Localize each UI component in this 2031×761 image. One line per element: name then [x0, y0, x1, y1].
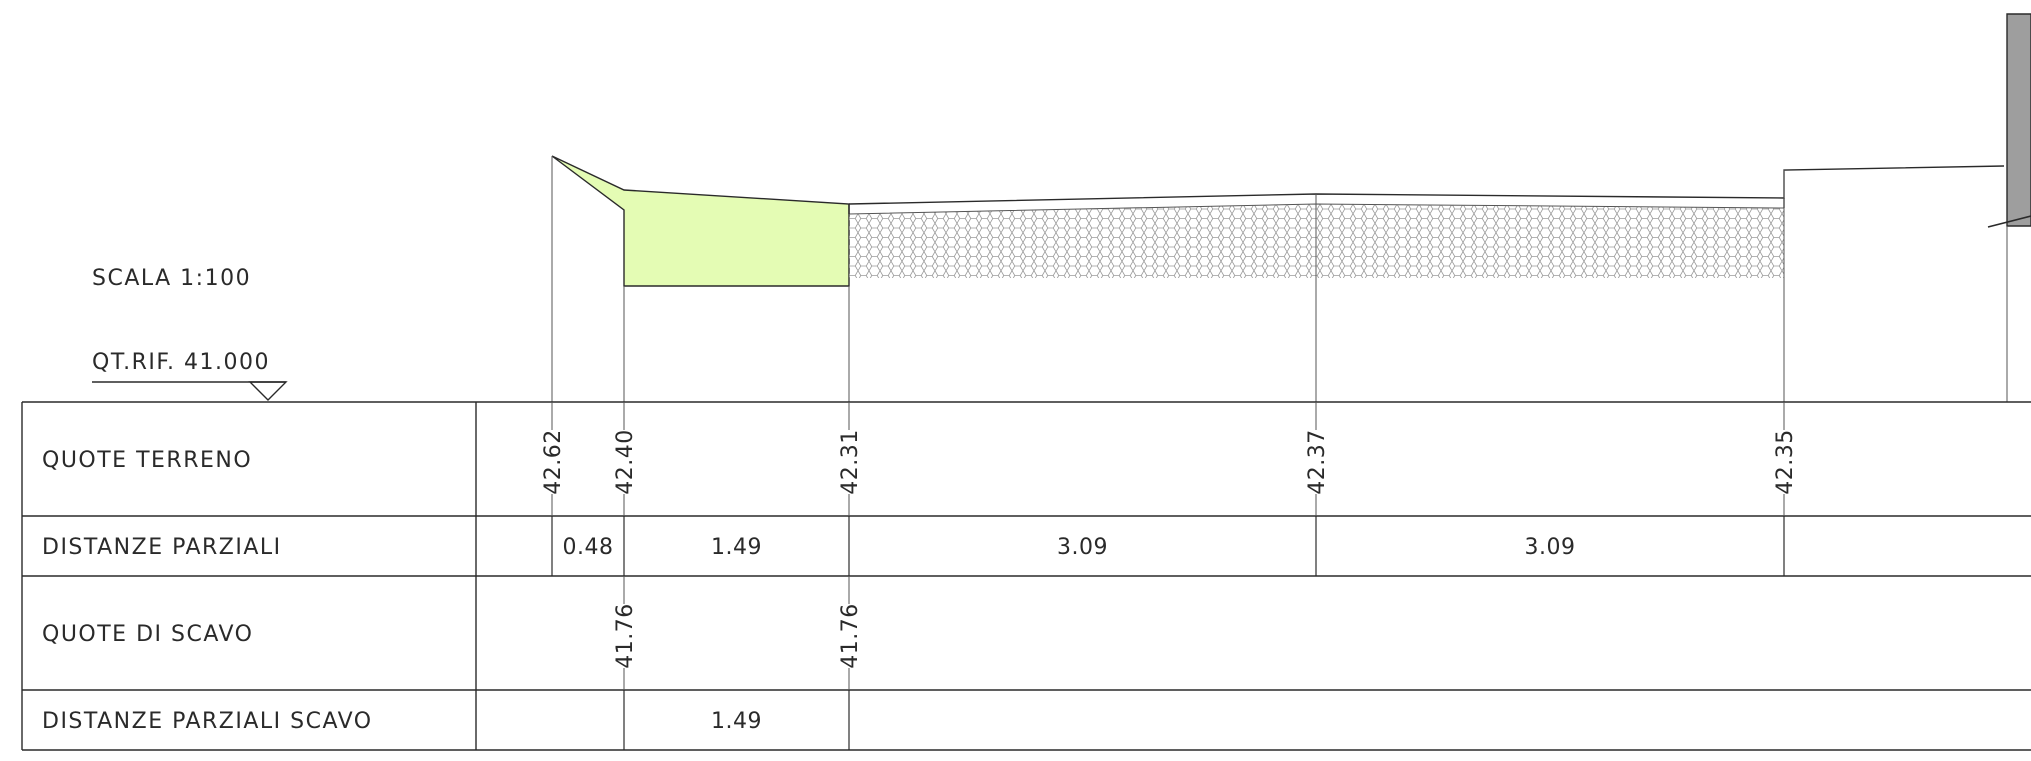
ground-surface-line: [849, 166, 2004, 204]
ground-level-value: 42.35: [1773, 429, 1798, 494]
partial-distance-value: 0.48: [563, 535, 614, 560]
ground-level-value: 42.31: [838, 429, 863, 494]
row-label-excavation-levels: QUOTE DI SCAVO: [42, 622, 253, 647]
partial-distance-value: 3.09: [1525, 535, 1576, 560]
partial-distance-value: 1.49: [711, 535, 762, 560]
ground-level-value: 42.40: [613, 429, 638, 494]
ground-level-value: 42.37: [1305, 429, 1330, 494]
row-label-ground-levels: QUOTE TERRENO: [42, 448, 252, 473]
wall-structure: [2007, 14, 2031, 226]
section-data-table: [22, 402, 2031, 750]
reference-level-triangle: [250, 382, 286, 400]
partial-distance-value: 3.09: [1057, 535, 1108, 560]
excavation-partial-distance-value: 1.49: [711, 709, 762, 734]
excavation-area: [552, 156, 849, 286]
ground-level-value: 42.62: [541, 429, 566, 494]
excavation-level-value: 41.76: [838, 603, 863, 668]
scale-label: SCALA 1:100: [92, 266, 251, 291]
reference-level-label: QT.RIF. 41.000: [92, 350, 270, 375]
terrain-profile: [552, 14, 2031, 402]
excavation-level-value: 41.76: [613, 603, 638, 668]
row-label-partial-distances: DISTANZE PARZIALI: [42, 535, 282, 560]
row-label-excavation-partial-distances: DISTANZE PARZIALI SCAVO: [42, 709, 373, 734]
